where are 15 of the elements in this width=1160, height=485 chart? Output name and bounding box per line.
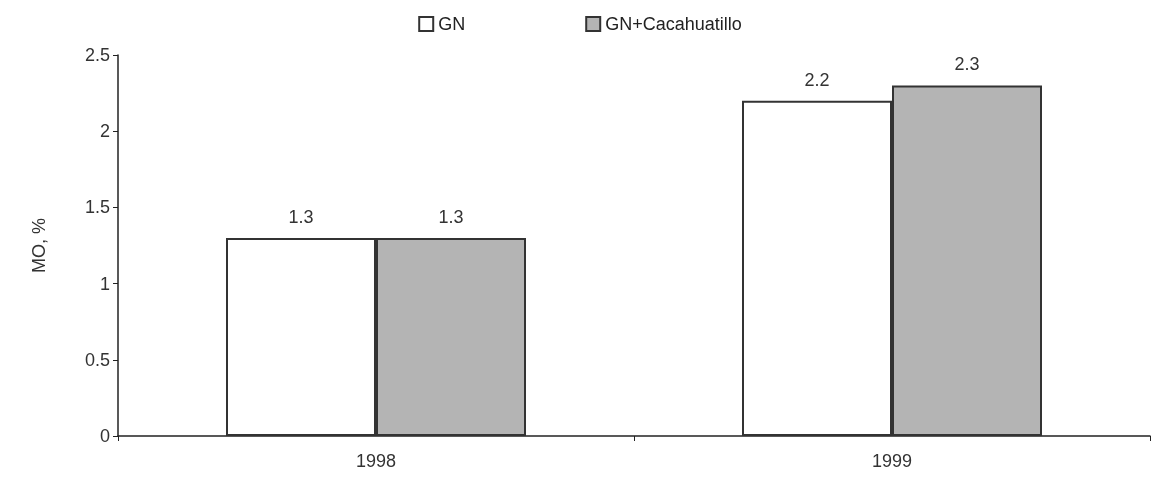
y-axis-title: MO, %: [29, 217, 49, 274]
legend-label: GN+Cacahuatillo: [605, 14, 742, 34]
y-tick-label: 1.5: [84, 197, 110, 218]
legend-label: GN: [438, 14, 466, 34]
y-tick-label: 0: [99, 426, 110, 446]
x-tick-label: 1998: [355, 451, 397, 471]
y-tick-label: 2.5: [84, 45, 110, 65]
x-tick-label: 1999: [871, 451, 913, 471]
data-label: 1.3: [438, 206, 464, 227]
data-label: 1.3: [288, 206, 314, 227]
y-tick-label: 2: [99, 121, 110, 142]
data-label: 2.3: [954, 54, 980, 75]
y-tick-label: 0.5: [84, 349, 110, 370]
y-tick-label: 1: [99, 273, 110, 294]
data-label: 2.2: [804, 69, 830, 90]
